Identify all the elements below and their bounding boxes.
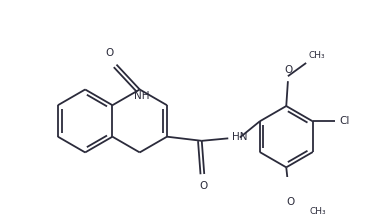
Text: CH₃: CH₃: [309, 52, 325, 61]
Text: O: O: [286, 197, 294, 207]
Text: HN: HN: [232, 132, 247, 142]
Text: O: O: [285, 65, 293, 74]
Text: O: O: [106, 48, 114, 58]
Text: O: O: [199, 181, 208, 191]
Text: NH: NH: [134, 91, 149, 101]
Text: CH₃: CH₃: [309, 207, 326, 214]
Text: Cl: Cl: [339, 116, 350, 126]
